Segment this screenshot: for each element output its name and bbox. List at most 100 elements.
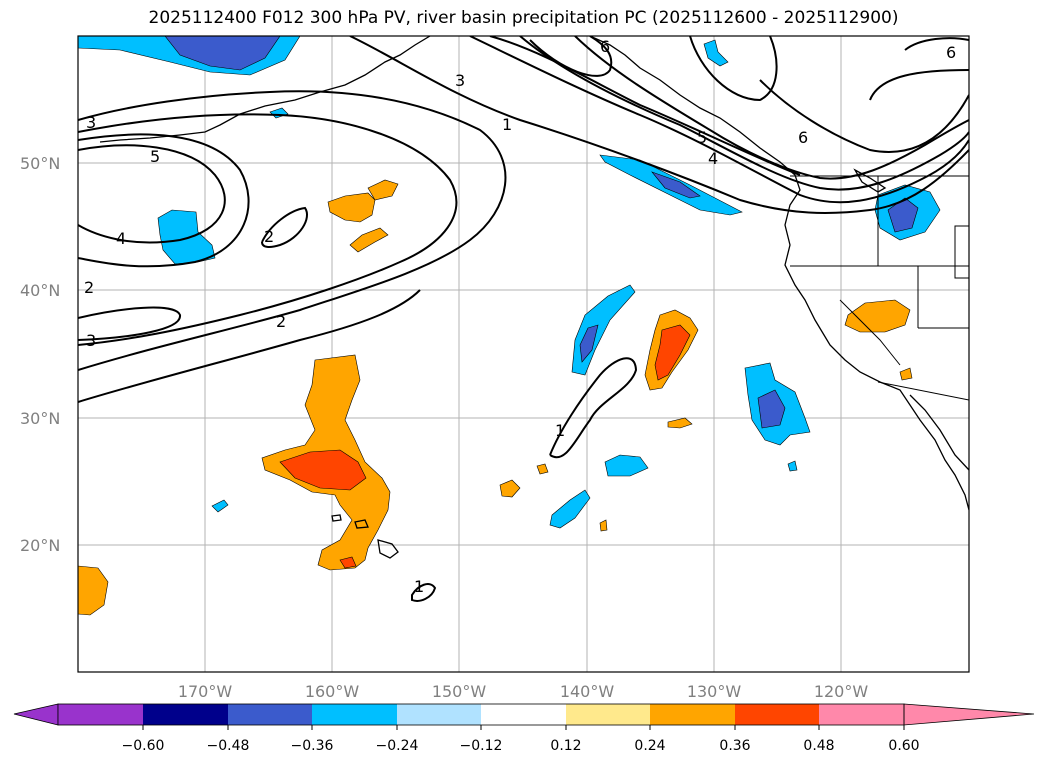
pos-area-116w-33n [899,367,913,381]
lon-label-150w: 150°W [432,682,487,701]
contour-label-6-north: 6 [600,37,610,56]
neg-area-125w-30n-core [757,389,786,429]
pos-area-145w-26n [536,463,549,475]
pos-area-hawaii-plume-core2 [339,556,357,569]
map-panel [78,36,969,672]
cb-label-5: −0.12 [460,738,503,754]
cb-label-10: 0.60 [888,738,919,754]
pos-area-147w-25n [499,479,521,498]
contour-label-5-gulf: 5 [697,128,707,147]
contour-label-6-coast: 6 [798,128,808,147]
contour-labels: 3 5 4 2 3 2 2 3 1 6 5 4 6 6 1 1 [84,37,956,596]
colorbar-segment-10 [819,704,904,725]
contour-label-6-ne: 6 [946,43,956,62]
colorbar-extend-high [903,703,1035,726]
colorbar-segment-8 [650,704,735,725]
contour-label-1-south: 1 [414,577,424,596]
contour-top-right-6 [904,37,969,51]
contour-label-5: 5 [150,147,160,166]
pos-area-139w-22n [599,519,608,532]
colorbar-segment-2 [143,704,228,725]
neg-area-140w-37n-core [579,324,599,363]
contour-label-4-gulf: 4 [708,149,718,168]
borders [790,175,969,401]
contour-4-closed [78,133,250,268]
cb-label-2: −0.48 [207,738,250,754]
coastline-hawaii-kauai [331,514,342,522]
coastline-southeast-alaska [589,36,969,511]
contour-1-small [411,583,437,602]
pos-area-160w-45n [327,192,376,223]
latitude-labels: 50°N 40°N 30°N 20°N [20,154,60,555]
positive-precip-areas [78,179,913,616]
lon-label-130w: 130°W [687,682,742,701]
colorbar-segment-6 [481,704,566,725]
cb-label-4: −0.24 [376,738,419,754]
coastline-hawaii-big [377,539,399,559]
neg-area-137w-25n [604,454,649,477]
contour-label-1-north: 1 [502,115,512,134]
contour-label-4: 4 [116,229,126,248]
contour-north-closed [529,36,613,77]
contour-line-5 [489,36,801,176]
contour-2-main [78,90,507,371]
colorbar-extend-low [13,703,59,726]
colorbar-segment-9 [735,704,819,725]
neg-area-north-edge-core [164,36,281,71]
neg-area-135w-57n [703,39,729,67]
colorbar-segment-7 [566,704,650,725]
contour-label-2-west: 2 [84,278,94,297]
lon-label-170w: 170°W [178,682,233,701]
lon-label-160w: 160°W [305,682,360,701]
contour-line-3 [519,36,969,191]
colorbar-segment-5 [397,704,481,725]
contour-label-3-north: 3 [455,71,465,90]
cb-label-7: 0.24 [634,738,665,754]
lat-label-40n: 40°N [20,281,60,300]
colorbar-segment-1 [58,704,143,725]
pos-area-158w-43n [349,227,389,253]
pos-area-160w-45n-b [367,179,399,201]
contour-line-1 [349,36,969,214]
border-ca-nv [839,299,901,366]
contour-line-2 [469,36,969,204]
contour-label-3-west: 3 [86,113,96,132]
contour-right-edge-loop [869,69,969,101]
contour-line-4 [574,36,969,180]
border-us-mexico [877,381,969,401]
cb-label-9: 0.48 [803,738,834,754]
lon-label-120w: 120°W [814,682,869,701]
pos-area-west-edge-17n [78,565,109,616]
contour-2-lower-band [78,289,421,403]
contour-label-3-south: 3 [86,331,96,350]
contour-5-closed [78,144,226,244]
contour-label-2-band: 2 [276,312,286,331]
neg-area-124w-27n [787,460,798,472]
contour-line-6 [759,79,969,153]
contour-2-small-loop [261,206,308,248]
map-frame [77,35,970,673]
pv-contours [78,36,969,602]
lat-label-50n: 50°N [20,154,60,173]
cb-label-8: 0.36 [719,738,750,754]
colorbar-segment-3 [228,704,312,725]
contour-ridge-upper-right [689,36,778,102]
lon-label-140w: 140°W [560,682,615,701]
lat-label-30n: 30°N [20,409,60,428]
contour-label-1-loop: 1 [555,421,565,440]
pos-area-hawaii-plume-core [279,449,367,491]
colorbar: −0.60 −0.48 −0.36 −0.24 −0.12 0.12 0.24 … [13,703,1035,754]
contour-2-lower-closed [78,306,181,341]
contour-3-main [78,113,458,346]
coastline-hawaii-oahu [354,519,369,529]
contour-1-loop [549,357,638,459]
coastline-baja-gulf [909,394,969,471]
neg-area-168w-23n [211,499,229,513]
pos-area-133w-29n [667,417,693,429]
pos-area-coast-38n [844,299,911,333]
map-title: 2025112400 F012 300 hPa PV, river basin … [148,8,899,28]
colorbar-ticks [142,725,905,730]
coastline-vancouver-island [853,168,887,193]
contour-label-2-loop: 2 [264,227,274,246]
